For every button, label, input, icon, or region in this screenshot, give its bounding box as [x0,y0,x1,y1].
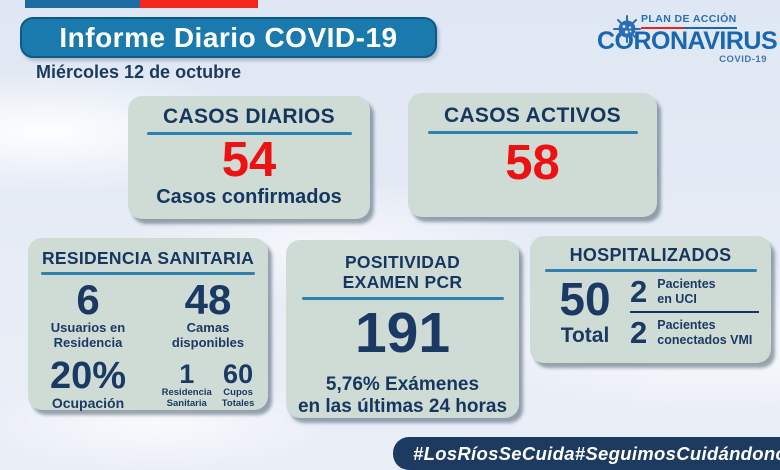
stat-cupos: 60 Cupos Totales [221,358,255,410]
card-casos-diarios: CASOS DIARIOS 54 Casos confirmados [128,96,370,219]
casos-diarios-label: Casos confirmados [156,186,342,209]
card-residencia-sanitaria: RESIDENCIA SANITARIA 6 Usuarios en Resid… [28,238,268,411]
chile-flag-strip [25,0,258,8]
usuarios-value: 6 [76,276,100,323]
stat-vmi: 2 Pacientes conectados VMI [630,317,761,348]
flag-blue-segment [25,0,140,8]
virus-icon [613,15,641,43]
positividad-value: 191 [354,301,451,366]
vmi-label: Pacientes conectados VMI [657,317,753,347]
stat-camas: 48 Camas disponibles [148,279,268,351]
stat-uci: 2 Pacientes en UCI [630,276,761,307]
positividad-label: 5,76% Exámenes en las últimas 24 horas [297,374,508,417]
report-title-banner: Informe Diario COVID-19 [20,17,437,58]
casos-diarios-underline [146,132,352,135]
camas-value: 48 [184,276,232,323]
uci-value: 2 [630,274,648,309]
positividad-underline [301,297,504,301]
casos-diarios-value: 54 [221,133,277,187]
hashtag-bar: #LosRíosSeCuida #SeguimosCuidándonos [393,437,780,470]
residencias-label: Residencia Sanitaria [161,386,212,409]
casos-activos-title: CASOS ACTIVOS [444,104,621,127]
casos-diarios-title: CASOS DIARIOS [163,105,335,128]
ocupacion-label: Ocupación [51,394,125,411]
logo-covid-text: COVID-19 [719,54,767,65]
hashtag-seguimos: #SeguimosCuidándonos [574,442,780,464]
positividad-title: POSITIVIDAD EXAMEN PCR [342,252,463,293]
ocupacion-value: 20% [49,354,127,397]
hashtag-los-rios: #LosRíosSeCuida [413,442,575,464]
card-positividad-pcr: POSITIVIDAD EXAMEN PCR 191 5,76% Exámene… [286,240,519,418]
hospitalizados-underline [544,269,757,272]
plan-accion-logo: PLAN DE ACCIÓN CORONAVIRUS COVID-19 [597,13,778,65]
stat-hospitalizados-total: 50 Total [546,276,624,348]
vmi-value: 2 [630,315,648,350]
stat-ocupacion: 20% Ocupación [28,351,148,411]
card-casos-activos: CASOS ACTIVOS 58 [408,93,657,217]
uci-label: Pacientes en UCI [657,276,716,306]
usuarios-label: Usuarios en Residencia [50,320,126,350]
flag-red-segment [140,0,258,8]
hospitalizados-total-label: Total [560,324,610,347]
cupos-value: 60 [223,358,254,389]
hospitalizados-divider [630,311,759,313]
stat-residencias: 1 Residencia Sanitaria [161,358,212,410]
camas-label: Camas disponibles [171,320,245,350]
report-date: Miércoles 12 de octubre [36,62,242,82]
hospitalizados-total-value: 50 [559,273,611,325]
residencia-underline [41,272,255,275]
report-title: Informe Diario COVID-19 [59,21,398,53]
residencia-title: RESIDENCIA SANITARIA [41,248,255,268]
card-hospitalizados: HOSPITALIZADOS 50 Total 2 Pacientes en U… [530,236,771,363]
casos-activos-value: 58 [505,136,560,190]
cupos-label: Cupos Totales [221,386,255,409]
residencias-value: 1 [179,358,195,389]
hospitalizados-title: HOSPITALIZADOS [569,245,732,265]
stat-usuarios: 6 Usuarios en Residencia [28,279,148,351]
logo-plan-text: PLAN DE ACCIÓN [641,13,737,29]
casos-activos-underline [427,131,638,134]
